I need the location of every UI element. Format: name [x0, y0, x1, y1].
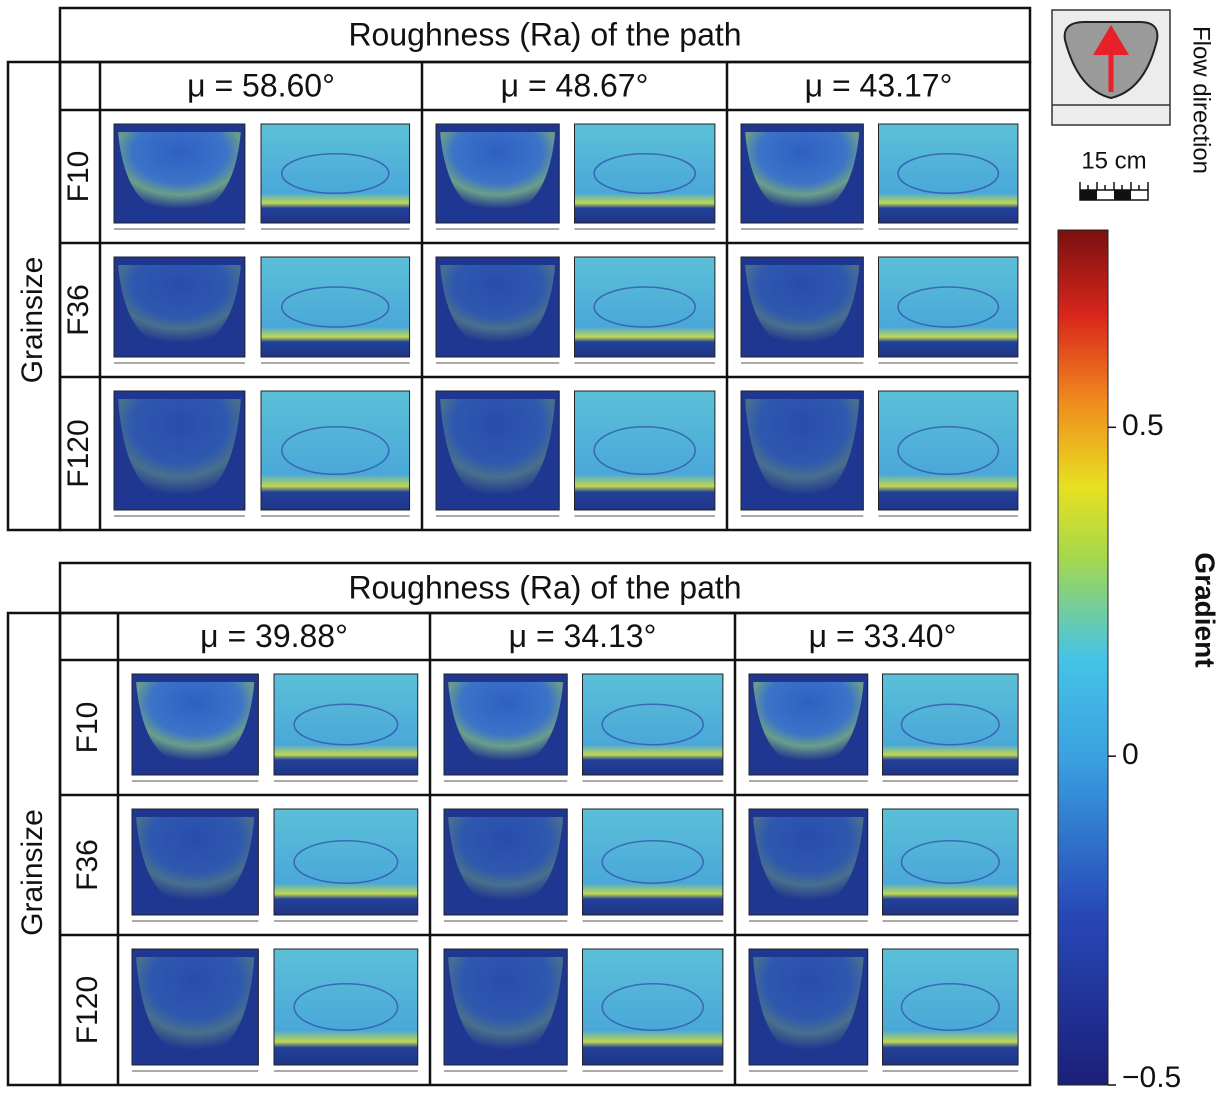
- panel-parallel: [883, 809, 1019, 915]
- panel-parallel: [274, 674, 418, 775]
- row-label: F10: [71, 702, 104, 754]
- colorbar-tick-label: 0.5: [1122, 409, 1164, 442]
- colorbar-tick-label: 0: [1122, 738, 1139, 771]
- column-label: μ = 34.13°: [509, 618, 657, 654]
- panel-parallel: [883, 674, 1019, 775]
- row-header: Grainsize: [16, 809, 49, 936]
- row-label: F10: [62, 151, 95, 203]
- table-title: Roughness (Ra) of the path: [348, 16, 741, 52]
- panel-parallel: [274, 949, 418, 1065]
- panel-parallel: [261, 257, 410, 357]
- column-label: μ = 58.60°: [187, 67, 335, 103]
- colorbar-tick-label: −0.5: [1122, 1061, 1181, 1094]
- table: Roughness (Ra) of the path Grainsize μ = 5…: [8, 8, 1030, 530]
- flow-label: Flow direction: [1188, 26, 1215, 174]
- table: Roughness (Ra) of the path Grainsize μ = 3…: [8, 563, 1030, 1085]
- column-label: μ = 48.67°: [501, 67, 649, 103]
- panel-parallel: [879, 257, 1018, 357]
- panel-parallel: [274, 809, 418, 915]
- panel-parallel: [883, 949, 1019, 1065]
- panel-parallel: [879, 391, 1018, 510]
- row-label: F120: [71, 976, 104, 1044]
- panel-parallel: [261, 124, 410, 223]
- panel-parallel: [583, 674, 723, 775]
- panel-parallel: [575, 257, 715, 357]
- figure: Flow direction 15 cm Roughness (Ra) of t…: [0, 0, 1223, 1097]
- row-label: F120: [62, 419, 95, 487]
- row-label: F36: [62, 284, 95, 336]
- table-title: Roughness (Ra) of the path: [348, 569, 741, 605]
- panel-parallel: [583, 949, 723, 1065]
- column-label: μ = 39.88°: [200, 618, 348, 654]
- row-label: F36: [71, 839, 104, 891]
- column-label: μ = 43.17°: [805, 67, 953, 103]
- scale-label: 15 cm: [1081, 147, 1146, 174]
- panel-parallel: [575, 391, 715, 510]
- panel-parallel: [575, 124, 715, 223]
- colorbar-label: Gradient: [1190, 552, 1221, 667]
- colorbar: [1058, 230, 1108, 1085]
- panel-parallel: [879, 124, 1018, 223]
- inset: Flow direction 15 cm: [1052, 10, 1215, 200]
- row-header: Grainsize: [16, 257, 49, 384]
- column-label: μ = 33.40°: [809, 618, 957, 654]
- panel-parallel: [583, 809, 723, 915]
- panel-parallel: [261, 391, 410, 510]
- scale-bar: [1080, 182, 1148, 200]
